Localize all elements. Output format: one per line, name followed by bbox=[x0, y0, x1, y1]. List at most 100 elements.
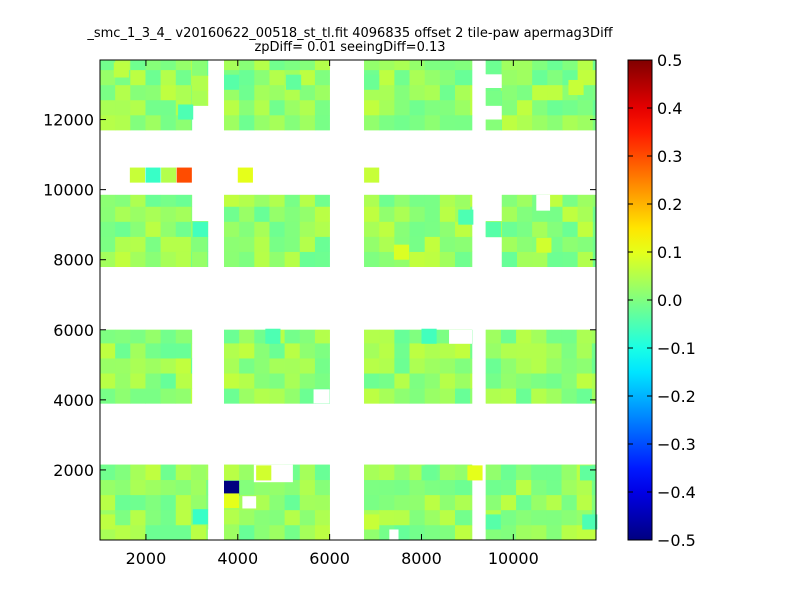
heatmap-tile bbox=[145, 251, 161, 268]
heatmap-tile bbox=[379, 509, 395, 526]
heatmap-tile bbox=[190, 464, 207, 481]
heatmap-tile bbox=[379, 358, 395, 374]
heatmap-tile bbox=[591, 388, 597, 404]
heatmap-tile bbox=[190, 69, 193, 86]
heatmap-tile bbox=[500, 221, 503, 238]
heatmap-tile bbox=[191, 221, 208, 222]
heatmap-tile bbox=[379, 464, 395, 481]
heatmap-tile bbox=[207, 221, 209, 222]
heatmap-tile bbox=[516, 524, 532, 541]
heatmap-tile bbox=[501, 206, 518, 222]
heatmap-tile bbox=[190, 358, 193, 374]
heatmap-tile bbox=[394, 115, 410, 131]
heatmap-tile bbox=[532, 99, 548, 116]
heatmap-tile bbox=[394, 84, 410, 101]
heatmap-tile bbox=[516, 464, 532, 481]
heatmap-tile bbox=[100, 494, 116, 511]
heatmap-tile bbox=[561, 358, 578, 374]
colorbar-tick-label: 0.4 bbox=[657, 99, 682, 118]
heatmap-tile bbox=[501, 84, 518, 101]
heatmap-tile bbox=[130, 69, 146, 86]
heatmap-tile bbox=[115, 84, 131, 101]
heatmap-tile bbox=[439, 236, 456, 252]
heatmap-tile bbox=[206, 494, 209, 511]
heatmap-tile bbox=[516, 358, 532, 374]
heatmap-gap bbox=[449, 329, 472, 344]
heatmap-tile bbox=[130, 99, 146, 116]
heatmap-cell bbox=[224, 480, 240, 496]
heatmap-tile bbox=[160, 84, 177, 101]
heatmap-tile bbox=[130, 221, 146, 237]
heatmap-tile bbox=[439, 358, 456, 374]
heatmap-tile bbox=[254, 388, 270, 404]
heatmap-tile bbox=[299, 206, 316, 222]
heatmap-tile bbox=[379, 206, 395, 222]
heatmap-tile bbox=[284, 236, 301, 252]
heatmap-tile bbox=[364, 206, 380, 222]
heatmap-tile bbox=[500, 221, 503, 223]
heatmap-tile bbox=[100, 221, 116, 237]
heatmap-tile bbox=[160, 251, 177, 268]
heatmap-tile bbox=[470, 236, 473, 252]
heatmap-tile bbox=[190, 115, 193, 131]
heatmap-tile bbox=[160, 221, 177, 237]
heatmap-tile bbox=[379, 84, 395, 101]
heatmap-tile bbox=[547, 60, 563, 71]
heatmap-cell bbox=[364, 514, 380, 530]
heatmap-tile bbox=[591, 329, 597, 344]
heatmap-tile bbox=[546, 388, 562, 404]
heatmap-tile bbox=[145, 115, 161, 131]
heatmap-tile bbox=[592, 221, 597, 237]
heatmap-tile bbox=[299, 236, 316, 252]
heatmap-tile bbox=[409, 358, 425, 374]
heatmap-tile bbox=[191, 251, 208, 268]
heatmap-cell bbox=[145, 167, 161, 183]
heatmap-tile bbox=[206, 464, 209, 481]
heatmap-tile bbox=[500, 479, 517, 496]
heatmap-tile bbox=[455, 99, 471, 116]
heatmap-cell bbox=[421, 328, 437, 344]
heatmap-tile bbox=[160, 60, 177, 71]
heatmap-tile bbox=[500, 343, 517, 359]
heatmap-tile bbox=[546, 329, 562, 344]
y-tick-label: 6000 bbox=[53, 321, 94, 340]
heatmap-tile bbox=[299, 115, 316, 131]
heatmap-tile bbox=[160, 524, 177, 541]
heatmap-tile bbox=[207, 75, 209, 91]
heatmap-tile bbox=[517, 84, 533, 101]
heatmap-tile bbox=[160, 494, 177, 511]
heatmap-tile bbox=[592, 84, 597, 101]
colorbar-tick-label: −0.2 bbox=[657, 387, 696, 406]
heatmap-tile bbox=[364, 99, 380, 116]
heatmap-tile bbox=[501, 221, 518, 237]
heatmap-tile bbox=[269, 358, 285, 374]
heatmap-tile bbox=[269, 494, 285, 511]
heatmap-tile bbox=[314, 99, 330, 116]
heatmap-tile bbox=[546, 373, 562, 389]
heatmap-tile bbox=[299, 479, 316, 496]
heatmap-gap bbox=[313, 389, 330, 404]
heatmap-tile bbox=[470, 494, 473, 511]
heatmap-tile bbox=[100, 206, 116, 222]
heatmap-tile bbox=[379, 329, 395, 344]
heatmap-tile bbox=[254, 69, 270, 86]
heatmap-tile bbox=[100, 329, 116, 344]
heatmap-tile bbox=[160, 194, 177, 207]
heatmap-tile bbox=[409, 464, 425, 481]
colorbar-tick-label: −0.5 bbox=[657, 531, 696, 550]
heatmap-tile bbox=[424, 60, 441, 71]
heatmap-tile bbox=[500, 60, 503, 75]
heatmap-tile bbox=[562, 115, 578, 131]
heatmap-tile bbox=[577, 60, 594, 71]
heatmap-cell bbox=[176, 167, 192, 183]
heatmap-tile bbox=[592, 69, 597, 86]
heatmap-tile bbox=[409, 115, 425, 131]
heatmap-tile bbox=[394, 358, 410, 374]
heatmap-tile bbox=[145, 329, 161, 344]
heatmap-tile bbox=[299, 69, 316, 86]
heatmap-tile bbox=[500, 373, 517, 389]
heatmap-tile bbox=[485, 60, 502, 75]
heatmap-tile bbox=[379, 251, 395, 268]
heatmap-tile bbox=[130, 194, 146, 207]
